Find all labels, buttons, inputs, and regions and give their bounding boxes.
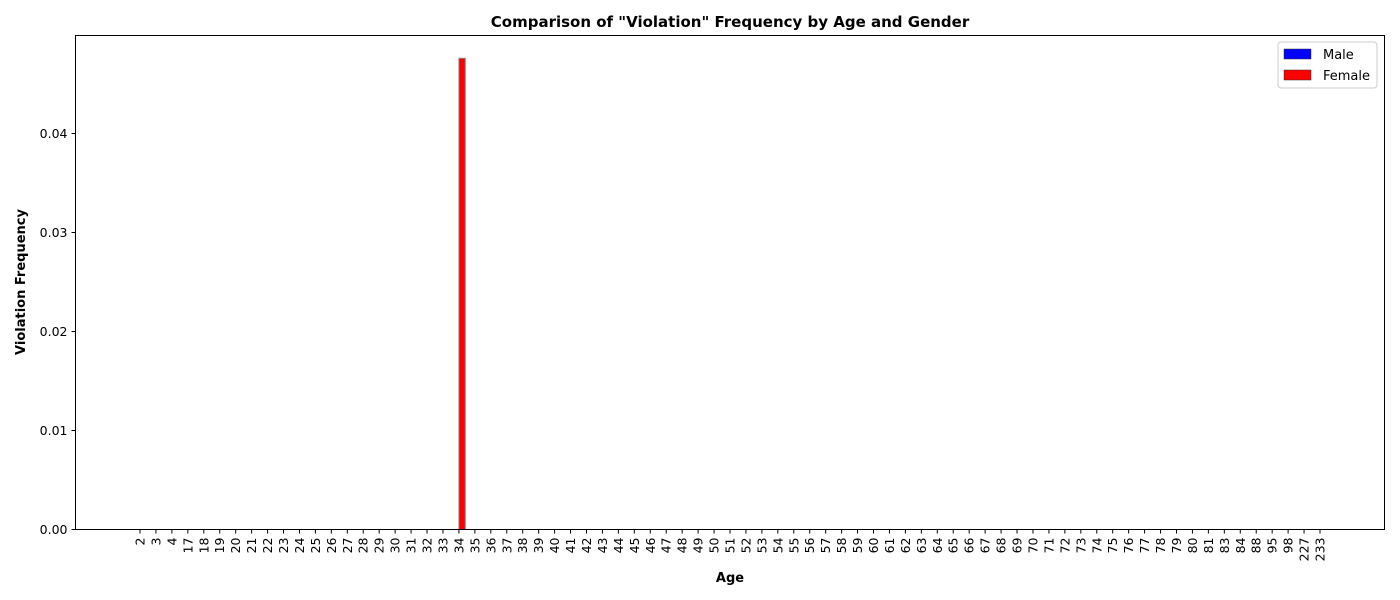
x-tick-label: 28 — [356, 537, 371, 553]
x-tick-label: 67 — [978, 538, 993, 554]
x-tick-label: 70 — [1025, 537, 1040, 553]
x-tick-label: 30 — [388, 537, 403, 553]
x-tick-label: 79 — [1169, 537, 1184, 553]
legend-label-female: Female — [1323, 69, 1370, 84]
x-tick-label: 19 — [212, 537, 227, 553]
x-tick-label: 65 — [946, 538, 961, 554]
x-tick-label: 74 — [1089, 537, 1104, 553]
x-tick-label: 46 — [643, 537, 658, 553]
x-tick-label: 59 — [850, 537, 865, 553]
x-tick-label: 88 — [1249, 537, 1264, 553]
x-tick-label: 24 — [292, 537, 307, 553]
x-tick-label: 40 — [547, 537, 562, 553]
x-tick-label: 35 — [467, 538, 482, 554]
x-tick-label: 66 — [962, 537, 977, 553]
x-tick-label: 76 — [1121, 537, 1136, 553]
x-tick-label: 26 — [324, 537, 339, 553]
x-tick-label: 64 — [930, 537, 945, 553]
bars-layer — [458, 57, 466, 531]
x-tick-label: 57 — [818, 538, 833, 554]
x-tick-label: 37 — [499, 538, 514, 554]
x-tick-label: 17 — [180, 538, 195, 554]
x-tick-label: 81 — [1201, 538, 1216, 554]
x-tick-label: 233 — [1313, 538, 1328, 562]
legend: Male Female — [1277, 41, 1378, 89]
y-tick-label: 0.02 — [40, 324, 68, 339]
x-tick-label: 33 — [435, 538, 450, 554]
x-tick-label: 78 — [1153, 537, 1168, 553]
y-tick-label: 0.04 — [40, 126, 68, 141]
x-tick-label: 60 — [866, 537, 881, 553]
x-tick-label: 36 — [483, 537, 498, 553]
x-tick-label: 95 — [1265, 538, 1280, 554]
x-tick-label: 43 — [595, 538, 610, 554]
x-tick-label: 22 — [260, 538, 275, 554]
x-tick-label: 49 — [691, 537, 706, 553]
x-tick-label: 75 — [1105, 538, 1120, 554]
x-tick-label: 69 — [1010, 537, 1025, 553]
x-tick-label: 50 — [707, 537, 722, 553]
x-tick-label: 68 — [994, 537, 1009, 553]
x-tick-label: 4 — [164, 537, 179, 545]
x-tick-label: 56 — [802, 537, 817, 553]
y-tick-label: 0.01 — [40, 423, 68, 438]
x-tick-label: 23 — [276, 538, 291, 554]
x-tick-label: 58 — [834, 537, 849, 553]
x-tick-label: 62 — [898, 538, 913, 554]
x-tick-label: 48 — [675, 537, 690, 553]
x-tick-label: 84 — [1233, 537, 1248, 553]
x-tick-label: 18 — [196, 537, 211, 553]
legend-swatch-female — [1283, 69, 1312, 81]
legend-swatch-male — [1283, 48, 1312, 60]
x-tick-label: 20 — [228, 537, 243, 553]
plot-area — [75, 35, 1385, 530]
x-tick-label: 38 — [515, 537, 530, 553]
x-tick-label: 54 — [770, 537, 785, 553]
y-tick-label: 0.03 — [40, 225, 68, 240]
x-tick-label: 3 — [148, 538, 163, 546]
x-tick-label: 52 — [738, 538, 753, 554]
x-tick-label: 51 — [723, 538, 738, 554]
y-tick-label: 0.00 — [40, 522, 68, 537]
legend-label-male: Male — [1323, 48, 1354, 63]
chart-title: Comparison of "Violation" Frequency by A… — [491, 13, 970, 31]
x-tick-label: 42 — [579, 538, 594, 554]
y-axis: 0.00 0.01 0.02 0.03 0.04 — [40, 126, 76, 537]
x-tick-label: 39 — [531, 537, 546, 553]
x-tick-label: 55 — [786, 538, 801, 554]
x-tick-label: 83 — [1217, 538, 1232, 554]
x-tick-label: 77 — [1137, 538, 1152, 554]
x-tick-label: 45 — [627, 538, 642, 554]
x-tick-label: 227 — [1297, 538, 1312, 562]
x-tick-label: 71 — [1041, 538, 1056, 554]
x-tick-label: 61 — [882, 538, 897, 554]
x-tick-label: 25 — [308, 538, 323, 554]
x-tick-label: 27 — [340, 538, 355, 554]
x-tick-label: 80 — [1185, 537, 1200, 553]
x-tick-label: 34 — [451, 537, 466, 553]
x-tick-label: 31 — [404, 538, 419, 554]
x-tick-label: 2 — [133, 538, 148, 546]
x-tick-label: 32 — [420, 538, 435, 554]
y-axis-label: Violation Frequency — [14, 209, 29, 355]
x-tick-label: 47 — [659, 538, 674, 554]
bar-female-age-34 — [458, 57, 466, 531]
x-tick-label: 98 — [1281, 537, 1296, 553]
x-tick-label: 44 — [611, 537, 626, 553]
x-tick-label: 53 — [754, 538, 769, 554]
x-tick-label: 21 — [244, 538, 259, 554]
x-tick-label: 73 — [1073, 538, 1088, 554]
x-axis: 2 3 4 17 18 19 20 21 22 23 24 25 26 27 28 29 30 31 32 33 34 3… — [133, 529, 1328, 562]
x-tick-label: 41 — [563, 538, 578, 554]
x-tick-label: 72 — [1057, 538, 1072, 554]
x-tick-label: 29 — [372, 537, 387, 553]
x-axis-label: Age — [716, 571, 744, 586]
x-tick-label: 63 — [914, 538, 929, 554]
